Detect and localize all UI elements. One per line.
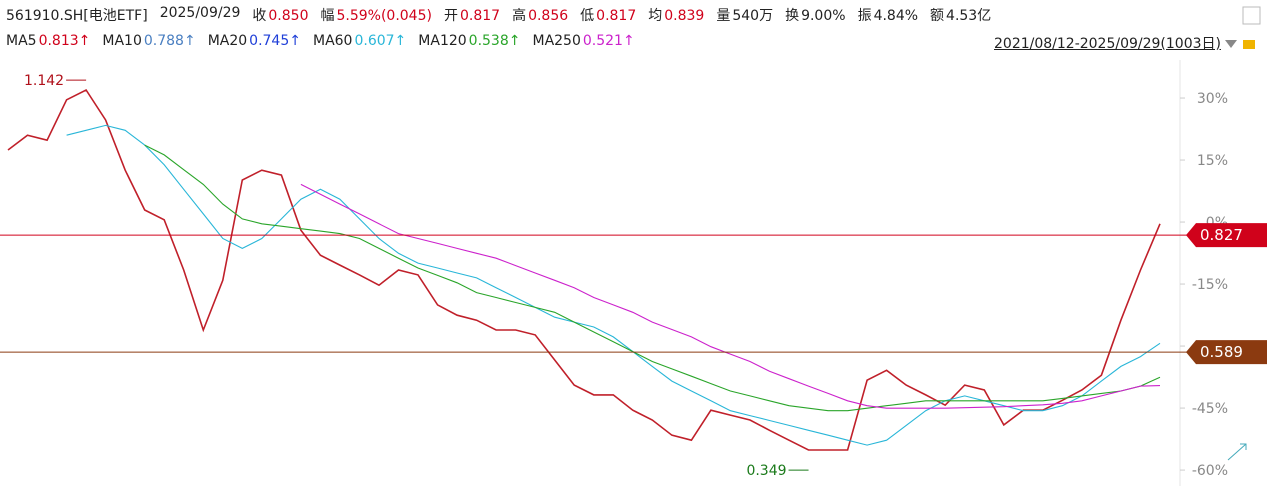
quote-field: 收 0.850 xyxy=(252,5,308,25)
quote-header: 561910.SH[电池ETF] 2025/09/29 收 0.850 幅 5.59%… xyxy=(6,5,991,25)
quote-field: 均 0.839 xyxy=(648,5,704,25)
field-value: 0.850 xyxy=(268,8,309,24)
extreme-label: 1.142 xyxy=(24,73,64,89)
price-tag-label: 0.589 xyxy=(1200,343,1243,361)
field-value: 9.00% xyxy=(801,8,846,24)
price-tag-label: 0.827 xyxy=(1200,226,1243,244)
legend-name: MA120 xyxy=(418,33,467,49)
legend-name: MA5 xyxy=(6,33,37,49)
legend-name: MA250 xyxy=(532,33,581,49)
field-label: 高 xyxy=(512,8,527,24)
legend-item[interactable]: MA120 0.538↑ xyxy=(418,33,520,49)
field-value: 5.59%(0.045) xyxy=(336,8,432,24)
field-value: 0.839 xyxy=(664,8,705,24)
extreme-label: 0.349 xyxy=(746,463,786,479)
series-line xyxy=(144,144,1161,412)
date: 2025/09/29 xyxy=(159,5,241,21)
field-label: 额 xyxy=(930,8,945,24)
date-range[interactable]: 2021/08/12-2025/09/29(1003日) xyxy=(994,36,1221,52)
y2-tick-label: -45% xyxy=(1192,401,1228,417)
field-value: 0.817 xyxy=(459,8,501,24)
legend-name: MA20 xyxy=(207,33,248,49)
expand-icon[interactable] xyxy=(1227,443,1247,461)
dropdown-icon[interactable] xyxy=(1225,40,1237,48)
legend-name: MA60 xyxy=(312,33,353,49)
field-label: 振 xyxy=(857,8,872,24)
field-value: 0.817 xyxy=(596,8,637,24)
series-line xyxy=(300,183,1161,409)
ma-legend: MA5 0.813↑ MA10 0.788↑ MA20 0.745↑ MA60 0.607↑ M… xyxy=(6,33,635,49)
field-value: 540万 xyxy=(732,8,774,24)
legend-value: 0.521↑ xyxy=(582,33,635,49)
lock-icon[interactable] xyxy=(1243,40,1255,49)
field-label: 低 xyxy=(580,8,595,24)
y2-tick-label: 15% xyxy=(1197,153,1228,169)
field-label: 收 xyxy=(252,8,267,24)
field-value: 4.53亿 xyxy=(946,8,992,24)
legend-item[interactable]: MA250 0.521↑ xyxy=(532,33,634,49)
legend-value: 0.745↑ xyxy=(249,33,301,49)
series-line xyxy=(66,124,1161,446)
field-label: 量 xyxy=(716,8,731,24)
field-label: 换 xyxy=(785,8,800,24)
legend-name: MA10 xyxy=(102,33,142,49)
icon[interactable] xyxy=(1242,6,1261,25)
legend-item[interactable]: MA20 0.745↑ xyxy=(208,33,301,49)
legend-value: 0.788↑ xyxy=(143,33,196,49)
code: 561910.SH[电池ETF] xyxy=(6,8,148,24)
field-value: 0.856 xyxy=(528,8,569,24)
quote-field: 换 9.00% xyxy=(785,5,845,25)
legend-item[interactable]: MA60 0.607↑ xyxy=(313,33,406,49)
price-tag xyxy=(1186,223,1267,248)
legend-item[interactable]: MA5 0.813↑ xyxy=(6,33,90,49)
series-line xyxy=(7,88,1161,451)
quote-field: 开 0.817 xyxy=(444,5,500,25)
field-label: 开 xyxy=(443,8,458,24)
y2-tick-label: 30% xyxy=(1197,91,1228,107)
legend-value: 0.538↑ xyxy=(468,33,521,49)
field-label: 均 xyxy=(648,8,663,24)
field-label: 幅 xyxy=(320,8,335,24)
quote-field: 振 4.84% xyxy=(858,5,918,25)
y2-tick-label: -60% xyxy=(1192,463,1228,479)
quote-field: 低 0.817 xyxy=(580,5,636,25)
legend-value: 0.813↑ xyxy=(38,33,91,49)
quote-field: 高 0.856 xyxy=(512,5,568,25)
quote-field: 幅 5.59%(0.045) xyxy=(320,5,431,25)
field-value: 4.84% xyxy=(873,8,919,24)
y2-tick-label: -15% xyxy=(1192,277,1228,293)
quote-field: 额 4.53亿 xyxy=(930,5,991,25)
legend-item[interactable]: MA10 0.788↑ xyxy=(102,33,195,49)
legend-value: 0.607↑ xyxy=(354,33,407,49)
quote-field: 量 540万 xyxy=(716,5,773,25)
price-tag xyxy=(1186,340,1267,365)
